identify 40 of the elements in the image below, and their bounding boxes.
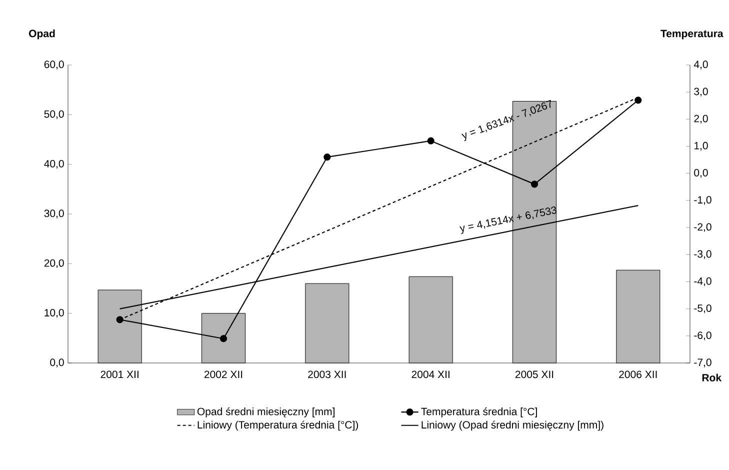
x-tick-label: 2006 XII [619,370,657,378]
x-tick-label: 2004 XII [412,370,450,378]
y-axis-title: Opad [29,30,55,40]
annotation: y = 1,6314x - 7,0267 [461,100,551,142]
x-tick-label: 2003 XII [308,370,346,378]
x-tick-label: 2002 XII [204,370,242,378]
legend-label: Opad średni miesięczny [mm] [197,407,334,418]
y-tick-label: 0,0 [50,358,64,368]
y2-tick-label: 2,0 [694,114,708,124]
y2-tick-label: 3,0 [694,88,708,96]
y2-tick-label: -3,0 [694,250,712,259]
x-tick-label: 2001 XII [100,370,138,378]
y-tick-label: 40,0 [44,160,64,169]
point [634,96,642,104]
y2-tick-label: 0,0 [694,169,708,178]
y2-tick-label: -1,0 [694,196,712,205]
legend-label: Liniowy (Temperatura średnia [°C]) [198,420,358,431]
y-tick-label: 20,0 [44,259,64,268]
y-tick-label: 50,0 [44,110,64,119]
y2-axis-title: Temperatura [660,30,724,40]
x-tick-label: 2005 XII [515,370,554,378]
y-tick-label: 10,0 [44,308,64,318]
legend-label: Liniowy (Opad średni miesięczny [mm]) [422,420,604,431]
y-tick-label: 60,0 [44,60,64,70]
y2-tick-label: -4,0 [694,277,712,286]
point [116,316,124,324]
y-tick-label: 30,0 [44,210,64,218]
point [530,180,538,188]
y2-tick-label: -5,0 [694,304,712,314]
y2-tick-label: -6,0 [694,332,712,340]
point [324,154,331,161]
y2-tick-label: -2,0 [694,223,712,232]
point [427,137,434,144]
y2-tick-label: -7,0 [694,358,712,368]
y2-tick-label: 1,0 [694,142,708,151]
x-axis-title: Rok [702,374,722,382]
annotation: y = 4,1514x + 6,7533 [460,206,557,234]
y2-tick-label: 4,0 [694,60,708,70]
legend-label: Temperatura średnia [°C] [421,407,537,418]
point [220,335,228,342]
